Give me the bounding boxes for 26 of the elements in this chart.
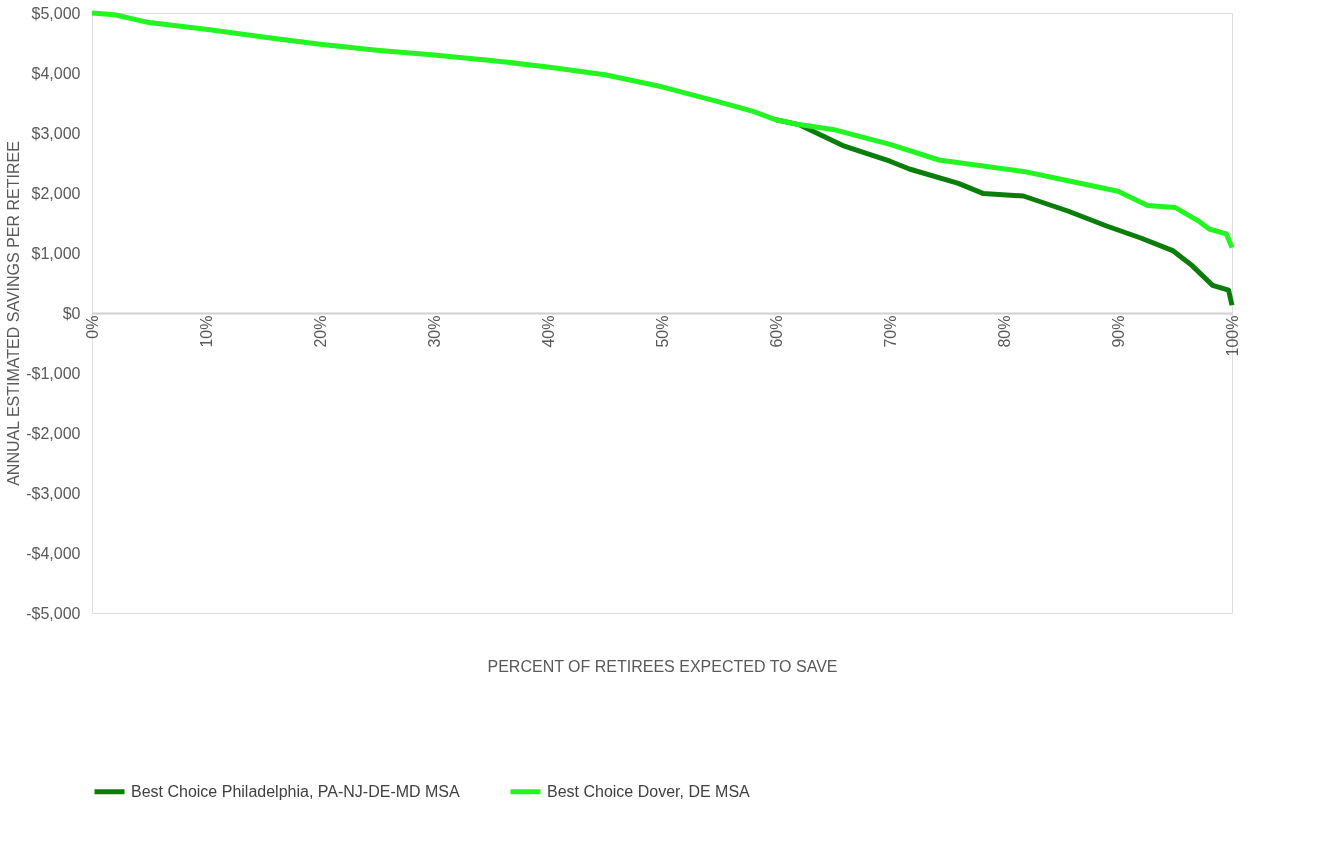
x-tick-label: 20% — [311, 315, 329, 348]
y-tick-label: -$2,000 — [26, 424, 81, 442]
x-axis-title: PERCENT OF RETIREES EXPECTED TO SAVE — [487, 657, 838, 675]
y-axis-title: ANNUAL ESTIMATED SAVINGS PER RETIREE — [5, 141, 23, 486]
legend-label: Best Choice Dover, DE MSA — [547, 782, 751, 800]
x-tick-label: 10% — [197, 315, 215, 348]
x-tick-label: 50% — [653, 315, 671, 348]
x-tick-label: 90% — [1109, 315, 1127, 348]
y-tick-label: $4,000 — [31, 64, 81, 82]
y-tick-label: $2,000 — [31, 184, 81, 202]
y-tick-label: -$5,000 — [26, 604, 81, 622]
x-tick-label: 80% — [995, 315, 1013, 348]
y-tick-label: $1,000 — [31, 244, 81, 262]
legend-label: Best Choice Philadelphia, PA-NJ-DE-MD MSA — [131, 782, 461, 800]
x-tick-label: 30% — [425, 315, 443, 348]
y-tick-label: $5,000 — [31, 4, 81, 22]
x-tick-label: 40% — [539, 315, 557, 348]
y-tick-label: $0 — [62, 304, 81, 322]
x-tick-label: 0% — [83, 315, 101, 339]
y-tick-label: $3,000 — [31, 124, 81, 142]
y-tick-label: -$1,000 — [26, 364, 81, 382]
y-tick-label: -$4,000 — [26, 544, 81, 562]
x-tick-label: 100% — [1223, 315, 1241, 357]
x-tick-label: 60% — [767, 315, 785, 348]
x-tick-label: 70% — [881, 315, 899, 348]
y-tick-label: -$3,000 — [26, 484, 81, 502]
